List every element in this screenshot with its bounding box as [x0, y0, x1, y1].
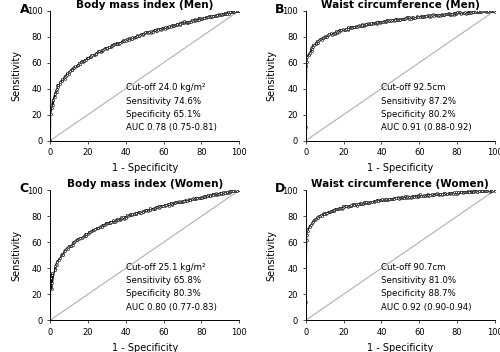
- Title: Body mass index (Men): Body mass index (Men): [76, 0, 214, 10]
- Text: A: A: [20, 3, 30, 16]
- Y-axis label: Sensitivity: Sensitivity: [11, 230, 21, 281]
- Title: Waist circumference (Women): Waist circumference (Women): [312, 180, 489, 189]
- Text: Cut-off 24.0 kg/m²
Sensitivity 74.6%
Specificity 65.1%
AUC 0.78 (0.75-0.81): Cut-off 24.0 kg/m² Sensitivity 74.6% Spe…: [126, 83, 216, 132]
- X-axis label: 1 - Specificity: 1 - Specificity: [367, 163, 434, 173]
- Title: Body mass index (Women): Body mass index (Women): [66, 180, 223, 189]
- Y-axis label: Sensitivity: Sensitivity: [11, 50, 21, 101]
- Text: B: B: [276, 3, 285, 16]
- Text: Cut-off 92.5cm
Sensitivity 87.2%
Specificity 80.2%
AUC 0.91 (0.88-0.92): Cut-off 92.5cm Sensitivity 87.2% Specifi…: [382, 83, 472, 132]
- Title: Waist circumference (Men): Waist circumference (Men): [321, 0, 480, 10]
- Text: Cut-off 90.7cm
Sensitivity 81.0%
Specificity 88.7%
AUC 0.92 (0.90-0.94): Cut-off 90.7cm Sensitivity 81.0% Specifi…: [382, 263, 472, 312]
- Y-axis label: Sensitivity: Sensitivity: [266, 50, 276, 101]
- Text: Cut-off 25.1 kg/m²
Sensitivity 65.8%
Specificity 80.3%
AUC 0.80 (0.77-0.83): Cut-off 25.1 kg/m² Sensitivity 65.8% Spe…: [126, 263, 216, 312]
- X-axis label: 1 - Specificity: 1 - Specificity: [112, 342, 178, 352]
- X-axis label: 1 - Specificity: 1 - Specificity: [367, 342, 434, 352]
- Text: C: C: [20, 182, 29, 195]
- X-axis label: 1 - Specificity: 1 - Specificity: [112, 163, 178, 173]
- Y-axis label: Sensitivity: Sensitivity: [266, 230, 276, 281]
- Text: D: D: [276, 182, 285, 195]
